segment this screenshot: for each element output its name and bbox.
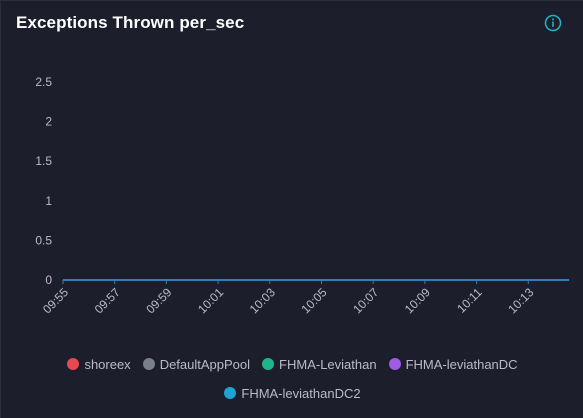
legend-swatch	[224, 387, 237, 399]
y-tick-label: 0.5	[35, 233, 52, 247]
x-tick-label: 10:05	[298, 285, 329, 316]
x-tick-label: 10:07	[350, 285, 381, 316]
line-chart: 0 0.5 1 1.5 2 2.5 09:55 09:57 09:59 10:01 10:03 10:…	[35, 75, 569, 316]
legend-label: DefaultAppPool	[159, 356, 251, 372]
legend-swatch	[142, 358, 155, 370]
legend-label: FHMA-Leviathan	[279, 356, 377, 372]
legend-row: FHMA-leviathanDC2	[1, 382, 583, 404]
legend-swatch	[388, 358, 401, 370]
x-tick-label: 09:59	[143, 285, 174, 316]
info-circle-icon	[544, 14, 562, 32]
legend-item[interactable]: FHMA-Leviathan	[262, 357, 377, 372]
x-tick-label: 10:01	[195, 285, 226, 316]
legend-label: FHMA-leviathanDC	[405, 356, 518, 372]
legend-row: shoreex DefaultAppPool FHMA-Leviathan FHMA-…	[1, 353, 583, 375]
y-tick-label: 2.5	[35, 75, 52, 89]
legend-item[interactable]: DefaultAppPool	[142, 356, 251, 372]
chart-title: Exceptions Thrown per_sec	[16, 13, 245, 32]
legend-item[interactable]: FHMA-leviathanDC	[388, 356, 518, 372]
x-tick-label: 10:11	[454, 285, 485, 316]
legend-label: shoreex	[84, 356, 131, 372]
legend-swatch	[262, 358, 275, 370]
x-tick-label: 09:57	[92, 285, 123, 316]
x-tick-label: 09:55	[40, 285, 71, 316]
x-tick-label: 10:09	[402, 285, 433, 316]
x-tick-label: 10:03	[247, 285, 278, 316]
x-tick-label: 10:13	[505, 285, 536, 316]
y-tick-label: 2	[45, 115, 52, 129]
y-tick-label: 1.5	[35, 154, 52, 168]
y-tick-label: 1	[45, 194, 52, 208]
legend-item[interactable]: shoreex	[67, 356, 131, 372]
y-tick-label: 0	[45, 273, 52, 287]
legend-item[interactable]: FHMA-leviathanDC2	[224, 385, 361, 401]
info-icon[interactable]	[544, 14, 562, 32]
legend-label: FHMA-leviathanDC2	[241, 385, 361, 401]
legend-swatch	[67, 358, 80, 370]
chart-legend: shoreex DefaultAppPool FHMA-Leviathan FHMA-…	[1, 353, 583, 411]
